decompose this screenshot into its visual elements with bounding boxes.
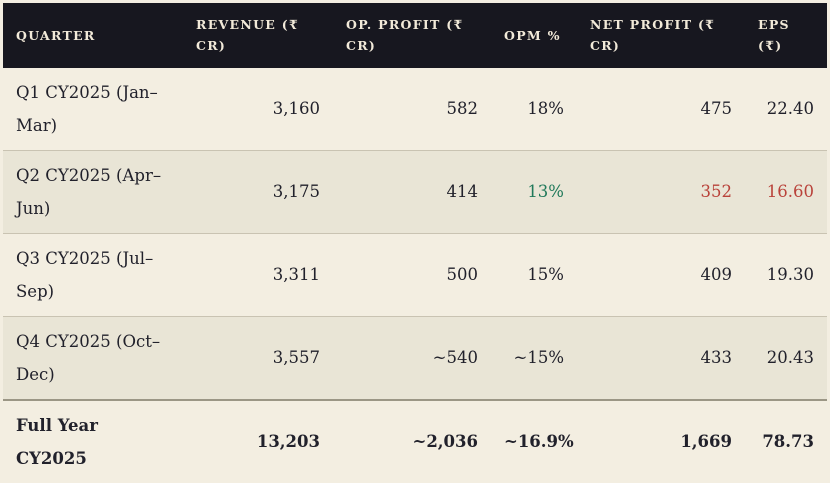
cell-revenue: 13,203 bbox=[183, 398, 333, 483]
cell-quarter: Full Year CY2025 bbox=[3, 398, 183, 483]
cell-revenue: 3,557 bbox=[183, 315, 333, 400]
cell-revenue: 3,311 bbox=[183, 232, 333, 316]
cell-net-profit: 1,669 bbox=[577, 398, 745, 483]
table-header-row: QUARTER REVENUE (₹ CR) OP. PROFIT (₹ CR)… bbox=[3, 3, 827, 68]
column-header-revenue: REVENUE (₹ CR) bbox=[183, 3, 333, 68]
table-footer-row-full-year: Full Year CY2025 13,203 ~2,036 ~16.9% 1,… bbox=[3, 398, 827, 483]
cell-revenue: 3,160 bbox=[272, 99, 320, 118]
cell-op-profit: 582 bbox=[446, 99, 479, 118]
cell-net-profit: 409 bbox=[577, 232, 745, 316]
cell-op-profit: ~540 bbox=[333, 315, 491, 400]
column-header-op-profit: OP. PROFIT (₹ CR) bbox=[333, 3, 491, 68]
cell-net-profit: 433 bbox=[577, 315, 745, 400]
cell-op-profit: ~2,036 bbox=[333, 398, 491, 483]
cell-revenue: 3,175 bbox=[183, 149, 333, 233]
table-row-q3: Q3 CY2025 (Jul–Sep) 3,311 500 15% 409 19… bbox=[3, 232, 827, 316]
cell-eps: 16.60 bbox=[745, 149, 827, 233]
cell-opm: ~16.9% bbox=[491, 398, 577, 483]
table-row-q1: Q1 CY2025 (Jan–Mar) 3,160 582 18% 475 22… bbox=[3, 67, 827, 150]
cell-eps: 19.30 bbox=[745, 232, 827, 316]
cell-eps: 22.40 bbox=[766, 99, 814, 118]
cell-quarter: Q2 CY2025 (Apr–Jun) bbox=[3, 149, 183, 233]
table-row-q2: Q2 CY2025 (Apr–Jun) 3,175 414 13% 352 16… bbox=[3, 149, 827, 233]
column-header-opm: OPM % bbox=[491, 3, 577, 68]
cell-opm: 13% bbox=[491, 149, 577, 233]
cell-op-profit: 500 bbox=[333, 232, 491, 316]
quarterly-results-table: QUARTER REVENUE (₹ CR) OP. PROFIT (₹ CR)… bbox=[3, 3, 827, 483]
column-header-quarter: QUARTER bbox=[3, 3, 183, 68]
column-header-net-profit: NET PROFIT (₹ CR) bbox=[577, 3, 745, 68]
table-row-q4: Q4 CY2025 (Oct–Dec) 3,557 ~540 ~15% 433 … bbox=[3, 315, 827, 400]
cell-net-profit: 352 bbox=[577, 149, 745, 233]
cell-eps: 78.73 bbox=[745, 398, 827, 483]
column-header-eps: EPS (₹) bbox=[745, 3, 827, 68]
cell-opm: 15% bbox=[491, 232, 577, 316]
cell-eps: 20.43 bbox=[745, 315, 827, 400]
cell-quarter: Q4 CY2025 (Oct–Dec) bbox=[3, 315, 183, 400]
cell-opm: 18% bbox=[527, 99, 564, 118]
cell-op-profit: 414 bbox=[333, 149, 491, 233]
cell-quarter: Q1 CY2025 (Jan–Mar) bbox=[16, 82, 158, 135]
cell-opm: ~15% bbox=[491, 315, 577, 400]
cell-quarter: Q3 CY2025 (Jul–Sep) bbox=[3, 232, 183, 316]
cell-net-profit: 475 bbox=[700, 99, 733, 118]
